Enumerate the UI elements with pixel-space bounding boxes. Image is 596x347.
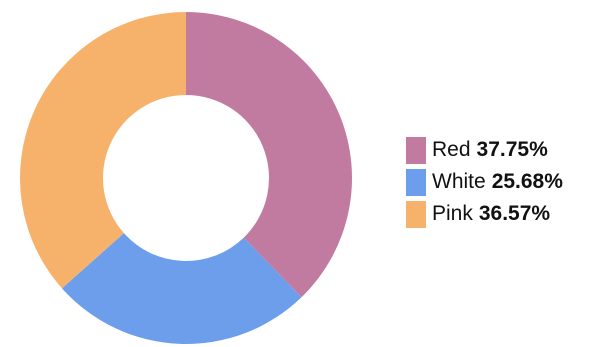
donut-slices — [20, 12, 352, 344]
legend-label-white: White — [432, 170, 486, 193]
legend-item-red: Red 37.75% — [406, 134, 563, 166]
legend-label-red: Red — [432, 138, 471, 161]
chart-legend: Red 37.75% White 25.68% Pink 36.57% — [406, 134, 563, 230]
legend-item-pink: Pink 36.57% — [406, 198, 563, 230]
legend-value-white: 25.68% — [491, 170, 563, 193]
legend-swatch-pink — [406, 200, 426, 228]
legend-value-pink: 36.57% — [478, 202, 551, 225]
legend-value-red: 37.75% — [476, 138, 548, 161]
legend-label-pink: Pink — [432, 202, 473, 225]
donut-slice-pink — [20, 12, 187, 289]
donut-slice-white — [61, 233, 302, 344]
legend-swatch-white — [406, 168, 426, 196]
legend-item-white: White 25.68% — [406, 166, 563, 198]
legend-swatch-red — [406, 136, 426, 164]
donut-slice-red — [186, 12, 352, 298]
